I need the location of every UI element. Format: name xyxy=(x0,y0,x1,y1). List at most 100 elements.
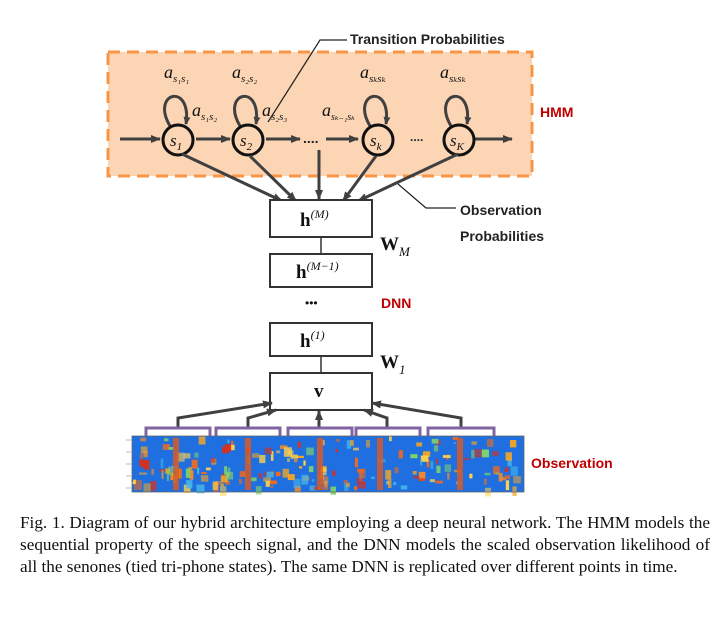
spectrogram-texture xyxy=(194,452,199,458)
spectrogram-texture xyxy=(269,480,277,485)
spectrogram-texture xyxy=(487,439,494,447)
spectrogram-texture xyxy=(164,438,169,442)
spectrogram-texture xyxy=(481,449,489,458)
spectrogram-texture xyxy=(290,454,298,459)
dnn-layer-hM-1: h(M−1) xyxy=(269,253,373,288)
svg-text:v: v xyxy=(314,381,324,402)
spectrogram-texture xyxy=(177,468,182,479)
spectrogram-texture xyxy=(500,477,506,481)
spectrogram-texture xyxy=(294,485,301,492)
state-s1: s1 xyxy=(161,123,195,157)
spectrogram-texture xyxy=(423,451,431,457)
spectrogram-texture xyxy=(398,450,403,459)
spectrogram-texture xyxy=(168,447,174,450)
self-loop-sk xyxy=(363,95,391,127)
spectrogram-texture xyxy=(251,477,257,482)
forward-transition-label-s2s3: as₂s₃ xyxy=(262,100,287,123)
spectrogram-texture xyxy=(311,479,315,482)
spectrogram-texture xyxy=(393,482,397,486)
spectrogram-texture xyxy=(224,480,231,485)
spectrogram-texture xyxy=(239,478,242,484)
spectrogram-texture xyxy=(492,451,499,456)
obs-arrow-sK xyxy=(357,152,459,203)
spectrogram-texture xyxy=(389,436,392,442)
spectrogram-texture xyxy=(366,439,371,448)
spectrogram-texture xyxy=(469,473,473,479)
spectrogram-texture xyxy=(255,486,262,495)
spectrogram-texture xyxy=(287,474,295,481)
spectrogram-texture xyxy=(510,440,517,448)
spectrogram-texture xyxy=(139,472,147,475)
svg-text:sk: sk xyxy=(370,131,383,153)
spectrogram-texture xyxy=(495,472,499,475)
spectrogram-texture xyxy=(504,467,509,472)
input-arrow-4 xyxy=(363,408,389,428)
spectrogram-texture xyxy=(323,484,329,490)
spectrogram-texture xyxy=(420,459,423,466)
spectrogram-texture xyxy=(442,455,451,458)
spectrogram-texture xyxy=(231,440,234,445)
spectrogram-texture xyxy=(139,459,146,467)
weight-label-WM: WM xyxy=(380,234,411,259)
self-transition-label-s2: as₂s₂ xyxy=(232,62,257,85)
spectrogram-texture xyxy=(140,446,148,454)
spectrogram-texture xyxy=(162,444,170,450)
input-arrow-5 xyxy=(371,400,463,428)
spectrogram-texture xyxy=(166,471,169,482)
obs-arrow-s2 xyxy=(248,154,298,203)
spectrogram-texture xyxy=(143,450,148,458)
spectrogram-texture xyxy=(471,441,477,445)
spectrogram-texture xyxy=(185,468,191,478)
spectrogram-texture xyxy=(413,476,420,479)
spectrogram-texture xyxy=(224,444,232,452)
observation-probabilities-label-line2: Probabilities xyxy=(460,228,544,244)
spectrogram-texture xyxy=(299,466,303,469)
spectrogram-texture xyxy=(493,466,500,475)
spectrogram-texture xyxy=(320,467,327,476)
dnn-label: DNN xyxy=(381,295,411,311)
spectrogram-texture xyxy=(309,485,316,491)
spectrogram-texture xyxy=(464,457,470,460)
spectrogram-texture xyxy=(150,481,157,491)
spectrogram-texture xyxy=(426,459,430,468)
spectrogram-texture xyxy=(229,444,235,451)
spectrogram-texture xyxy=(176,452,185,462)
spectrogram-texture xyxy=(276,450,281,454)
figure-caption: Fig. 1. Diagram of our hybrid architectu… xyxy=(20,513,710,576)
spectrogram-texture xyxy=(165,468,171,474)
obs-arrow-sk xyxy=(341,155,378,202)
spectrogram-texture xyxy=(436,458,439,465)
spectrogram-texture xyxy=(429,479,435,483)
state-ellipsis-right: .... xyxy=(410,130,423,144)
self-loop-s2 xyxy=(233,95,261,127)
spectrogram-texture xyxy=(350,440,354,446)
spectrogram-texture xyxy=(282,468,289,478)
spectrogram-texture xyxy=(513,476,521,484)
spectrogram-texture xyxy=(151,469,154,475)
spectrogram-texture xyxy=(287,458,290,462)
self-loop-s1 xyxy=(163,95,191,127)
spectrogram-texture xyxy=(400,485,408,490)
spectrogram-texture xyxy=(431,438,439,444)
spectrogram-texture xyxy=(452,436,459,440)
spectrogram-texture xyxy=(264,447,272,455)
spectrogram-texture xyxy=(265,480,270,487)
spectrogram-texture xyxy=(259,455,266,464)
spectrogram-texture xyxy=(358,481,366,489)
spectrogram-texture xyxy=(354,486,358,491)
spectrogram-texture xyxy=(170,472,175,481)
spectrogram-texture xyxy=(512,486,517,496)
observation-leader-line xyxy=(397,183,456,209)
window-brackets xyxy=(144,426,496,436)
spectrogram-texture xyxy=(507,458,512,467)
spectrogram-texture xyxy=(371,476,375,480)
spectrogram-texture xyxy=(301,474,309,485)
spectrogram-texture xyxy=(220,475,229,483)
spectrogram-texture xyxy=(505,452,512,461)
spectrogram-texture xyxy=(335,439,340,442)
spectrogram-texture xyxy=(453,442,457,445)
svg-text:s2: s2 xyxy=(240,131,253,153)
spectrogram-texture xyxy=(386,480,390,485)
spectrogram-texture xyxy=(471,450,475,459)
spectrogram-texture xyxy=(191,459,198,469)
